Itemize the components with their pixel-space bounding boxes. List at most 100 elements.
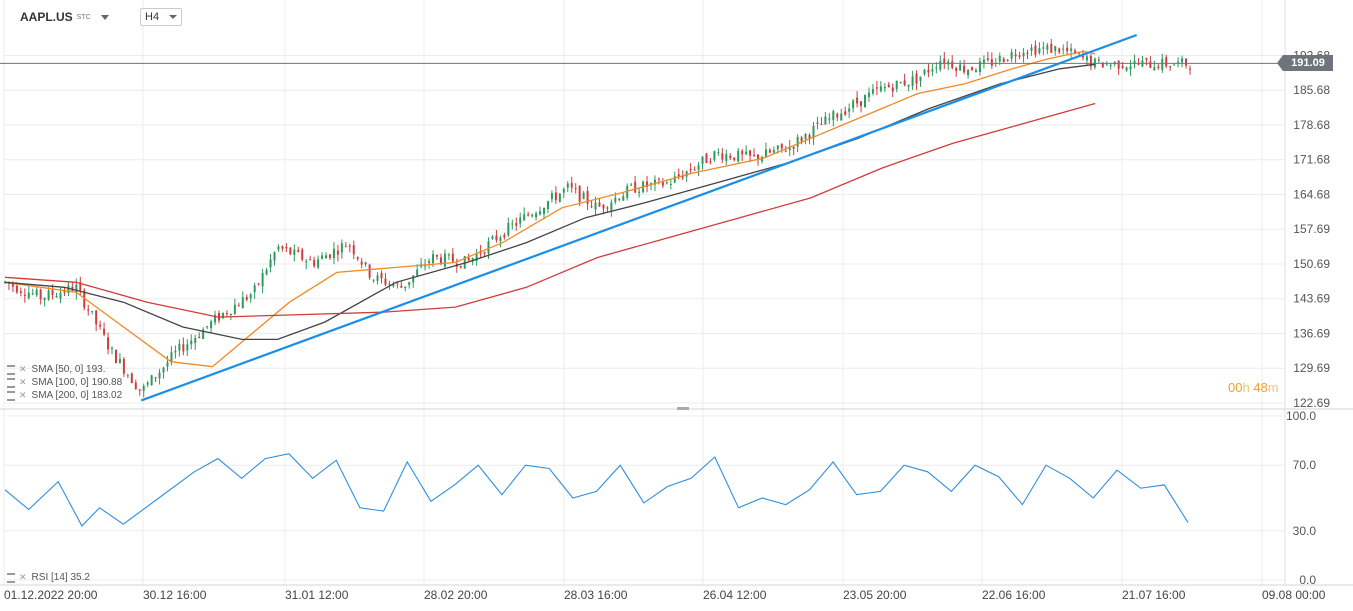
candle-body [871,89,874,94]
candle-body [963,65,966,73]
candle-body [146,382,149,385]
candle-body [1030,47,1033,51]
candle-body [578,185,581,202]
y-tick-label: 129.69 [1293,361,1330,375]
candle-body [55,296,58,298]
candle-body [741,150,744,155]
candle-body [836,113,839,118]
legend-sma50[interactable]: ✕ SMA [50, 0] 193. [7,364,105,375]
candle-body [586,191,589,204]
candle-body [788,146,791,151]
candle-body [4,281,6,283]
candle-body [519,217,522,224]
candle-body [1165,57,1168,67]
legend-sma50-label: SMA [50, 0] 193. [31,364,106,375]
candle-body [1042,47,1045,49]
candle-body [776,145,779,150]
candle-body [919,76,922,81]
candle-body [562,188,565,193]
candle-body [1014,54,1017,57]
candle-body [689,168,692,171]
legend-sma100[interactable]: ✕ SMA [100, 0] 190.88 [7,377,122,388]
candle-body [1173,64,1176,66]
sma200-line [4,102,1096,318]
candle-body [971,67,974,70]
x-tick-label: 09.08 00:00 [1262,588,1326,602]
candle-body [170,352,173,363]
candle-body [182,344,185,352]
candle-body [1054,46,1057,52]
pane-resize-handle[interactable] [677,407,689,410]
candle-body [1097,59,1100,61]
candle-body [911,76,914,87]
timeframe-selector[interactable]: H4 [140,8,182,26]
symbol-selector[interactable]: AAPL.US STC [20,8,109,26]
legend-rsi[interactable]: ✕ RSI [14] 35.2 [7,572,90,583]
candle-body [79,281,82,291]
candle-body [1034,45,1037,55]
candle-body [340,243,343,253]
candle-body [495,235,498,241]
candle-body [1018,55,1021,57]
candle-body [443,253,446,267]
candle-body [412,275,415,283]
trendline[interactable] [140,33,1138,402]
candle-body [368,264,371,278]
candle-body [317,259,320,268]
candle-body [118,358,121,363]
candle-body [681,176,684,178]
candle-body [111,347,114,349]
close-icon[interactable]: ✕ [19,377,27,387]
candle-body [1145,57,1148,60]
candle-body [503,234,506,238]
candle-body [99,324,102,327]
candle-body [31,293,34,295]
candle-body [166,362,169,367]
settings-lines-icon[interactable] [7,364,15,375]
candle-body [202,329,205,339]
candle-body [606,207,609,209]
countdown-minutes-unit: m [1267,380,1279,395]
close-icon[interactable]: ✕ [19,572,27,582]
candle-body [1169,66,1172,68]
x-tick-label: 30.12 16:00 [143,588,207,602]
candle-body [126,375,129,377]
y-tick-label: 143.69 [1293,292,1330,306]
close-icon[interactable]: ✕ [19,364,27,374]
candle-body [142,385,145,391]
close-icon[interactable]: ✕ [19,390,27,400]
candle-body [107,337,110,350]
candle-body [487,241,490,254]
settings-lines-icon[interactable] [7,377,15,388]
candle-body [546,201,549,210]
candle-body [816,122,819,124]
candle-body [301,249,304,260]
candle-body [1046,45,1049,50]
candle-body [1125,67,1128,71]
candle-body [515,223,518,226]
candle-body [439,257,442,264]
candle-body [653,179,656,185]
candle-body [891,87,894,92]
candle-body [483,252,486,254]
candle-body [1050,43,1053,53]
candle-body [103,328,106,335]
candle-body [713,151,716,160]
candle-body [27,292,30,299]
candle-body [757,154,760,160]
settings-lines-icon[interactable] [7,390,15,401]
candle-body [1137,63,1140,65]
candle-body [887,84,890,88]
candle-body [614,197,617,202]
candle-body [206,326,209,328]
timeframe-value: H4 [145,11,160,23]
legend-sma200[interactable]: ✕ SMA [200, 0] 183.02 [7,390,122,401]
candle-body [677,174,680,177]
candle-body [768,149,771,153]
rsi-y-tick-label: 100.0 [1286,409,1316,423]
candle-body [760,157,763,162]
settings-lines-icon[interactable] [7,572,15,583]
candle-body [336,250,339,255]
candle-body [1058,48,1061,53]
